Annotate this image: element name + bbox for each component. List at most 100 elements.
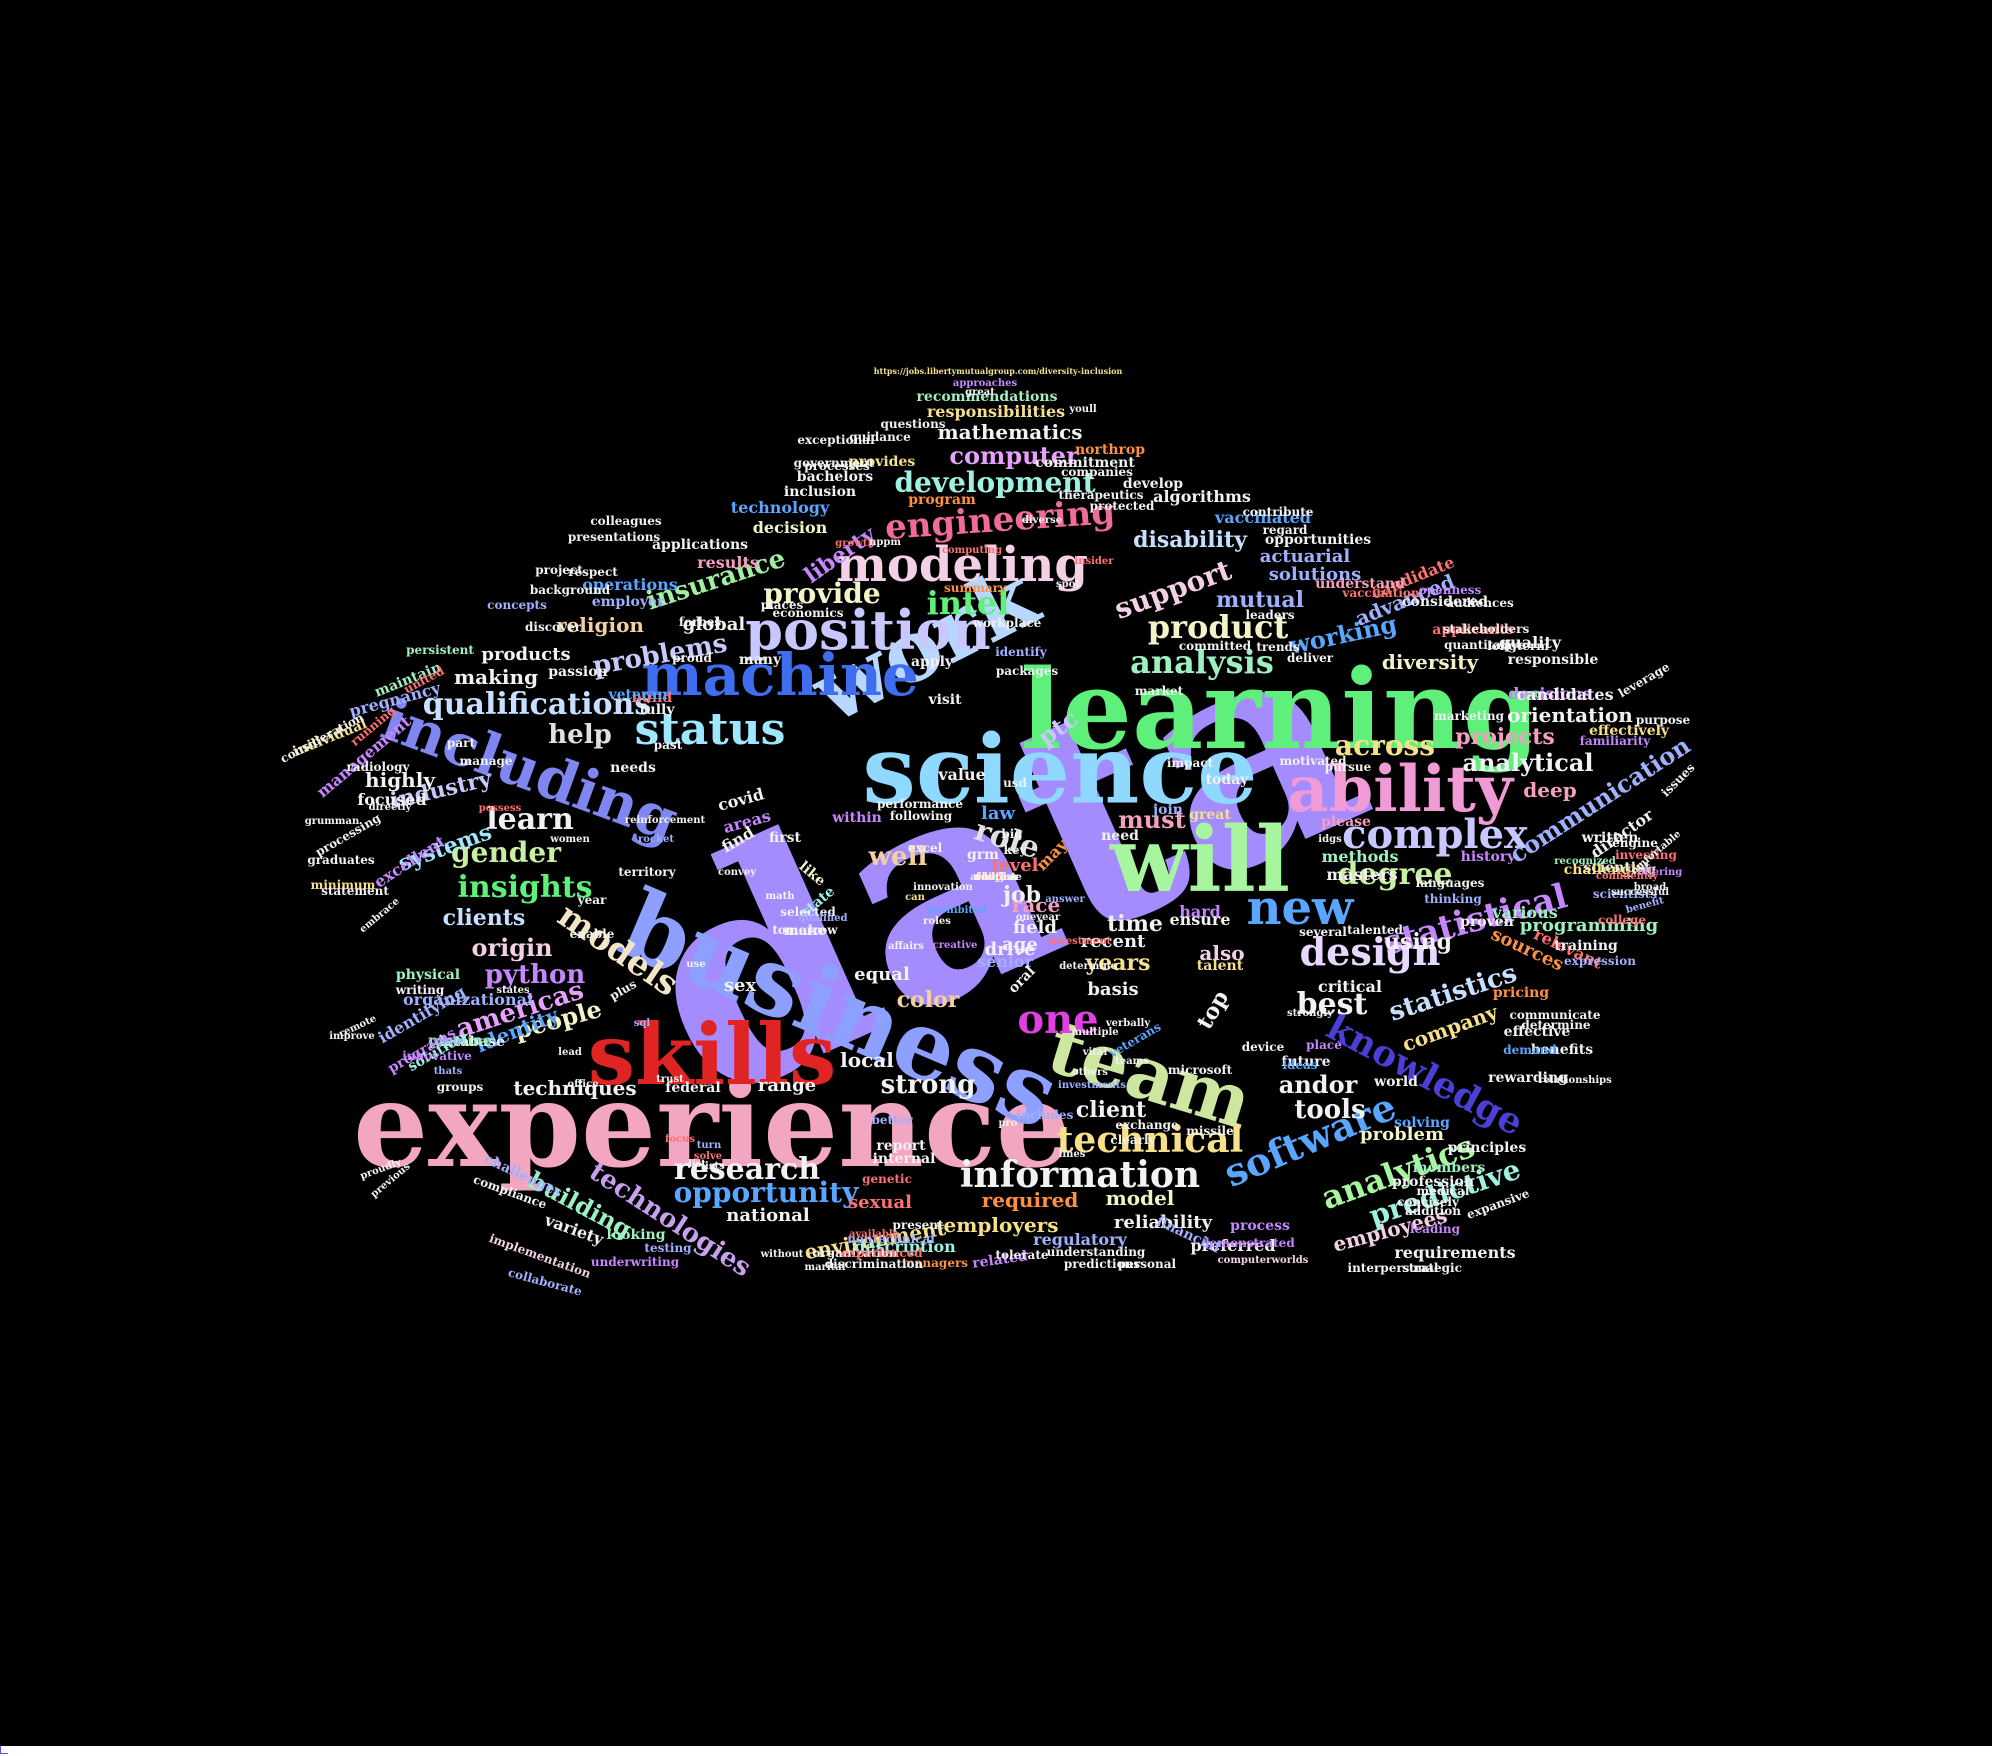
word-cloud-word: convey: [717, 867, 757, 878]
word-cloud-word: design: [1299, 929, 1441, 974]
word-cloud-word: understand: [1315, 576, 1405, 592]
word-cloud-word: local: [840, 1048, 894, 1072]
word-cloud-word: subject: [975, 872, 1017, 883]
word-cloud-word: grumman: [304, 816, 360, 827]
word-cloud-word: selected: [780, 905, 836, 919]
word-cloud-word: committed: [1178, 639, 1252, 653]
word-cloud-word: territory: [618, 865, 676, 879]
word-cloud-word: concisely: [1397, 1195, 1459, 1209]
word-cloud-word: passion: [548, 664, 608, 680]
word-cloud-word: workplace: [972, 616, 1042, 630]
word-cloud-word: northrop: [1074, 442, 1146, 458]
word-cloud-word: demand: [1503, 1043, 1557, 1057]
word-cloud-word: techniques: [513, 1076, 637, 1100]
word-cloud-word: states: [496, 985, 530, 996]
word-cloud-word: genetic: [862, 1172, 912, 1186]
word-cloud-word: great: [965, 387, 995, 398]
word-cloud-word: qualifications: [422, 687, 652, 722]
word-cloud-word: description: [854, 1237, 956, 1256]
word-cloud-word: join: [1153, 802, 1183, 818]
word-cloud-word: decision: [752, 518, 828, 537]
word-cloud-word: operations: [582, 575, 678, 594]
word-cloud-word: effective: [1503, 1024, 1571, 1040]
word-cloud-word: veteran: [608, 687, 668, 703]
word-cloud-word: history: [1460, 849, 1516, 865]
word-cloud-word: various: [1492, 903, 1558, 922]
word-cloud-word: one: [1017, 996, 1099, 1043]
word-cloud-word: marital: [804, 1262, 846, 1273]
word-cloud-word: top: [1191, 986, 1235, 1034]
word-cloud-word: innovative: [402, 1049, 472, 1063]
word-cloud-word: product: [1147, 608, 1289, 646]
word-cloud-word: across: [1334, 729, 1436, 762]
word-cloud-word: following: [889, 809, 953, 823]
word-cloud-word: requirements: [1394, 1243, 1516, 1262]
word-cloud-word: use: [686, 959, 706, 970]
word-cloud-word: machine: [641, 641, 919, 709]
word-cloud-word: nontechnical: [847, 1232, 935, 1246]
word-cloud-word: programming: [1519, 915, 1659, 936]
word-cloud-word: youll: [1069, 404, 1097, 415]
word-cloud-word: preferred: [1190, 1236, 1276, 1255]
word-cloud-word: information: [959, 1154, 1201, 1196]
word-cloud-word: embrace: [357, 895, 402, 936]
word-cloud-word: orientation: [1507, 703, 1633, 727]
word-cloud-word: medical: [1416, 1184, 1470, 1198]
word-cloud-word: first: [769, 830, 801, 846]
word-cloud-word: expression: [1564, 954, 1636, 968]
word-cloud-word: purpose: [1635, 713, 1691, 727]
word-cloud-word: well: [868, 842, 928, 872]
word-cloud-word: economics: [772, 606, 844, 620]
word-cloud-word: required: [981, 1188, 1079, 1212]
word-cloud-word: others: [1072, 1067, 1108, 1078]
word-cloud-word: deliver: [1286, 651, 1334, 665]
word-cloud-word: colleagues: [590, 514, 662, 528]
word-cloud-word: looking: [606, 1227, 666, 1243]
word-cloud-word: great: [1189, 807, 1231, 823]
word-cloud-word: multiple: [1071, 1027, 1119, 1038]
word-cloud-word: big: [1001, 827, 1023, 841]
word-cloud-word: opportunities: [1264, 532, 1372, 548]
word-cloud-word: actuarial: [1259, 546, 1351, 567]
word-cloud-word: years: [1085, 950, 1151, 976]
word-cloud-word: science: [862, 714, 1258, 826]
word-cloud-word: whether: [973, 872, 1019, 883]
word-cloud-word: training: [1554, 938, 1618, 954]
word-cloud-word: improve: [329, 1031, 375, 1042]
word-cloud-word: engine: [1612, 836, 1658, 850]
word-cloud-word: drive: [984, 939, 1036, 960]
word-cloud-word: talented: [1347, 923, 1403, 937]
word-cloud-word: position: [745, 598, 991, 662]
word-cloud-word: time: [1107, 911, 1163, 937]
word-cloud-word: protected: [1089, 499, 1155, 513]
word-cloud-word: computer: [949, 441, 1079, 470]
word-cloud-word: marketing: [1434, 709, 1504, 723]
word-cloud-word: companies: [1061, 465, 1133, 479]
word-cloud-word: available: [849, 1229, 899, 1240]
word-cloud-word: strongly: [1286, 1008, 1334, 1019]
word-cloud-word: offering: [1637, 867, 1683, 878]
word-cloud-word: usd: [1003, 776, 1027, 790]
word-cloud-word: device: [1241, 1040, 1285, 1054]
word-cloud-word: analysis: [1130, 643, 1274, 681]
word-cloud-word: learn: [486, 802, 574, 837]
word-cloud-word: race: [1011, 893, 1061, 917]
word-cloud-word: python: [484, 960, 586, 990]
word-cloud-word: lines: [1058, 1149, 1086, 1160]
word-cloud-word: make: [783, 923, 827, 939]
word-cloud-word: complex: [1342, 811, 1528, 858]
word-cloud-word: analytical: [1462, 748, 1594, 777]
word-cloud-word: minimum: [310, 878, 376, 892]
word-cloud-word: federal: [665, 1080, 721, 1096]
word-cloud-word: apply: [910, 654, 954, 670]
word-cloud-word: critical: [1318, 977, 1382, 996]
word-cloud-word: also: [1199, 941, 1245, 965]
word-cloud-word: computerworlds: [1217, 1255, 1309, 1266]
word-cloud-word: responsibilities: [926, 402, 1066, 421]
word-cloud-word: range: [757, 1075, 817, 1096]
word-cloud-word: missile: [1186, 1124, 1234, 1138]
word-cloud-word: principles: [1447, 1140, 1527, 1156]
word-cloud-word: excel: [907, 841, 943, 855]
word-cloud-word: tomorrow: [772, 923, 838, 937]
word-cloud-word: languages: [1415, 876, 1485, 890]
